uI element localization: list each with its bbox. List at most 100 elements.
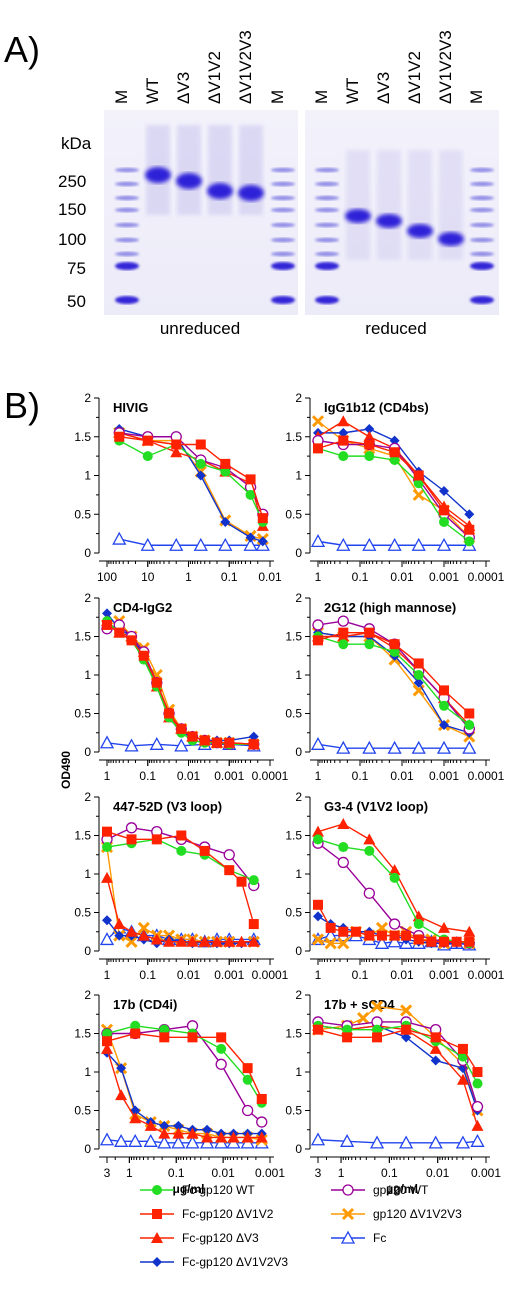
data-point [338,842,349,853]
data-point [362,537,377,551]
x-tick-label: 1 [315,968,322,982]
protein-band [376,214,402,228]
data-point [199,845,210,856]
data-point [451,936,462,947]
data-point [311,933,325,946]
data-series [102,1028,267,1104]
marker-band [315,181,339,187]
marker-band [315,237,339,243]
series-line [119,538,263,546]
y-tick-label: 1 [295,469,302,483]
data-point [210,935,223,947]
marker-label: 100 [58,230,86,249]
y-tick-label: 0 [295,1142,302,1156]
data-point [99,932,115,946]
data-series [102,619,259,750]
data-point [430,1055,441,1066]
data-point [150,933,163,945]
lane-label: ΔV1V2 [205,51,224,104]
x-tick-label: 0.1 [221,570,238,584]
data-point [456,1073,469,1085]
data-point [124,738,139,752]
data-point [464,720,475,731]
x-tick-label: 1 [315,769,322,783]
marker-band [470,195,494,201]
data-point [215,1131,228,1143]
legend-item: Fc [331,1230,386,1245]
data-point [313,635,323,646]
legend-label: Fc-gp120 ΔV1V2 [182,1207,274,1221]
x-tick-label: 10 [141,570,155,584]
data-point [171,1135,186,1149]
x-tick-label: 3 [315,1166,322,1180]
y-tick-label: 0.5 [285,707,302,721]
caption-unreduced: unreduced [160,319,240,338]
x-tick-label: 1 [315,570,322,584]
marker-band [470,237,494,243]
x-tick-label: 100 [97,570,117,584]
data-point [389,639,400,650]
data-point [388,864,401,876]
data-point [159,1024,170,1035]
data-point [312,619,324,631]
data-point [195,458,206,469]
subplot-title: 17b (CD4i) [113,997,177,1012]
data-point [243,537,258,551]
data-point [364,845,375,856]
data-point [159,1032,170,1043]
data-point [338,427,349,438]
y-tick-label: 1.5 [285,1027,302,1041]
data-point [439,720,449,731]
x-tick-label: 1 [104,968,111,982]
data-series [114,424,268,547]
data-point [350,926,361,937]
data-point [337,415,350,427]
series-line [107,1025,263,1123]
data-point [195,470,206,481]
data-point [242,1063,253,1074]
smear [377,150,401,260]
marker-band [271,262,295,270]
data-point [126,834,137,845]
smear [346,150,370,260]
marker-band [315,251,339,257]
data-point [413,670,424,680]
data-point [248,731,259,742]
data-point [413,470,424,481]
data-point [215,1058,227,1070]
subplot: 0 0.5 1 1.5 2 3 1 0.1 0.01 0.001 17b (CD4i) μg/ml [74,988,285,1196]
data-series [310,1132,485,1149]
marker-band [470,296,494,304]
data-point [338,639,349,650]
marker-band [470,167,494,173]
y-tick-label: 0.5 [285,507,302,521]
data-point [464,524,475,535]
data-point [464,509,475,520]
data-point [338,451,349,462]
data-point [130,1020,141,1031]
y-axis-label: OD490 [59,751,73,789]
y-tick-label: 0 [84,1142,91,1156]
data-point [324,937,337,950]
data-point [220,517,231,527]
data-point [216,1043,227,1054]
marker-band [315,207,339,213]
data-point [357,1012,370,1025]
data-point [248,739,259,750]
data-point [337,817,350,829]
series-line [118,440,264,523]
x-tick-label: 0.01 [390,968,414,982]
data-point [399,1135,414,1149]
data-point [362,740,377,754]
data-series [312,1019,484,1131]
data-point [388,918,401,930]
x-tick-label: 0.0001 [252,968,289,982]
legend: Fc-gp120 WT gp120 WT Fc-gp120 ΔV1V2 gp120 Δ… [140,1183,462,1269]
data-point [211,737,222,748]
data-point [255,1131,268,1143]
data-point [439,700,449,711]
data-series [313,627,475,719]
data-series [313,424,475,520]
legend-marker [340,1230,356,1244]
data-series [313,631,475,731]
